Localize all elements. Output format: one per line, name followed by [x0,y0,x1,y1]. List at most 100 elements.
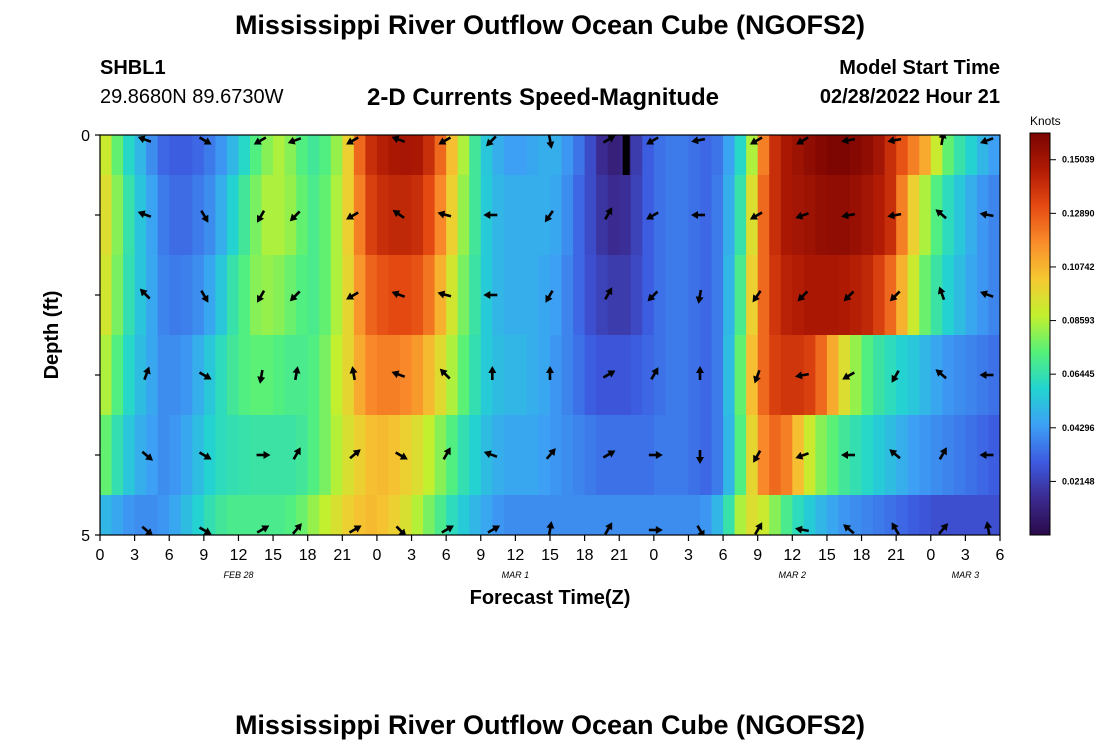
heat-cell [261,255,274,335]
heat-cell [861,415,874,495]
x-tick-label: 9 [753,547,762,564]
heat-cell [400,175,413,255]
heat-cell [376,135,390,175]
heat-cell [607,335,620,415]
heat-cell [988,415,1000,495]
heat-cell [723,175,736,255]
heat-cell [942,335,955,415]
heat-cell [203,255,216,335]
heat-cell [434,495,447,535]
current-vector [795,211,809,220]
heat-cell [746,495,759,535]
x-date-label: MAR 3 [952,570,980,580]
colorbar-tick-label: 0.15039 [1062,155,1095,165]
current-vector [602,135,616,144]
current-vector [256,451,271,459]
heat-cell [596,415,609,495]
heat-cell [665,335,678,415]
x-tick-label: 3 [130,547,139,564]
heat-cell [307,255,320,335]
current-vector [546,135,555,149]
heat-cell [723,135,736,175]
heat-cell [100,255,113,335]
heat-cell [353,255,366,335]
heat-cell [134,415,147,495]
heat-cell [446,495,459,535]
x-tick-label: 0 [649,547,658,564]
heat-cell [1000,415,1012,495]
heat-cell [423,415,436,495]
current-vector [442,447,451,460]
heat-cell [365,175,378,255]
heat-cell [296,335,309,415]
current-vector [289,210,301,222]
heat-cell [803,495,816,535]
heat-cell [734,415,747,495]
x-tick-label: 6 [996,547,1005,564]
heat-cell [376,415,390,495]
heat-cell [919,255,932,335]
heat-cell [896,415,909,495]
heat-cell [319,255,332,335]
current-vector [604,207,613,220]
heat-cell [711,495,724,535]
chart-subtitle: 2-D Currents Speed-Magnitude [367,84,720,111]
heat-cell [561,135,574,175]
heat-cell [630,175,643,255]
current-vector [545,448,556,460]
heat-cell [884,415,897,495]
heat-cell [157,335,170,415]
heat-cell [988,135,1000,175]
heat-cell [642,255,655,335]
heat-cell [919,495,932,535]
heat-cell [226,335,240,415]
heat-cell [665,415,678,495]
heat-cell [873,415,886,495]
y-tick-label: 5 [81,528,90,545]
current-vector [841,136,856,145]
heat-cell [192,415,205,495]
current-vector [887,136,902,145]
heat-cell [388,175,401,255]
heat-cell [169,415,182,495]
heat-cell [734,175,747,255]
current-vector [795,451,809,460]
heat-cell [757,175,770,255]
model-start-label: Model Start Time [839,57,1000,79]
heat-cell [180,255,193,335]
heat-cell [353,495,366,535]
heat-cell [376,175,390,255]
heat-cell [746,335,759,415]
heat-cell [469,415,482,495]
heat-cell [942,135,955,175]
heat-cell [469,175,482,255]
x-tick-label: 6 [165,547,174,564]
heat-cell [261,335,274,415]
heat-cell [215,135,228,175]
heat-cell [469,135,482,175]
heat-cell [769,415,782,495]
heat-cell [123,135,136,175]
heat-cell [896,135,909,175]
colorbar-tick-label: 0.08593 [1062,316,1095,326]
heat-cell [734,135,747,175]
current-vectors [137,135,994,535]
heat-cell [296,415,309,495]
x-tick-label: 6 [719,547,728,564]
current-vector [292,366,301,381]
heat-cell [261,175,274,255]
heat-cell [953,495,966,535]
heat-cell [688,415,701,495]
x-tick-label: 15 [264,547,282,564]
colorbar-tick-label: 0.02148 [1062,476,1095,486]
heat-cell [815,415,828,495]
heat-cell [619,415,632,495]
heat-cell [342,415,355,495]
heat-cell [330,175,343,255]
heat-cell [273,255,286,335]
heat-cell [238,495,251,535]
current-vector [602,370,616,379]
heat-cell [676,495,690,535]
heat-cell [365,135,378,175]
current-vector [348,525,362,534]
